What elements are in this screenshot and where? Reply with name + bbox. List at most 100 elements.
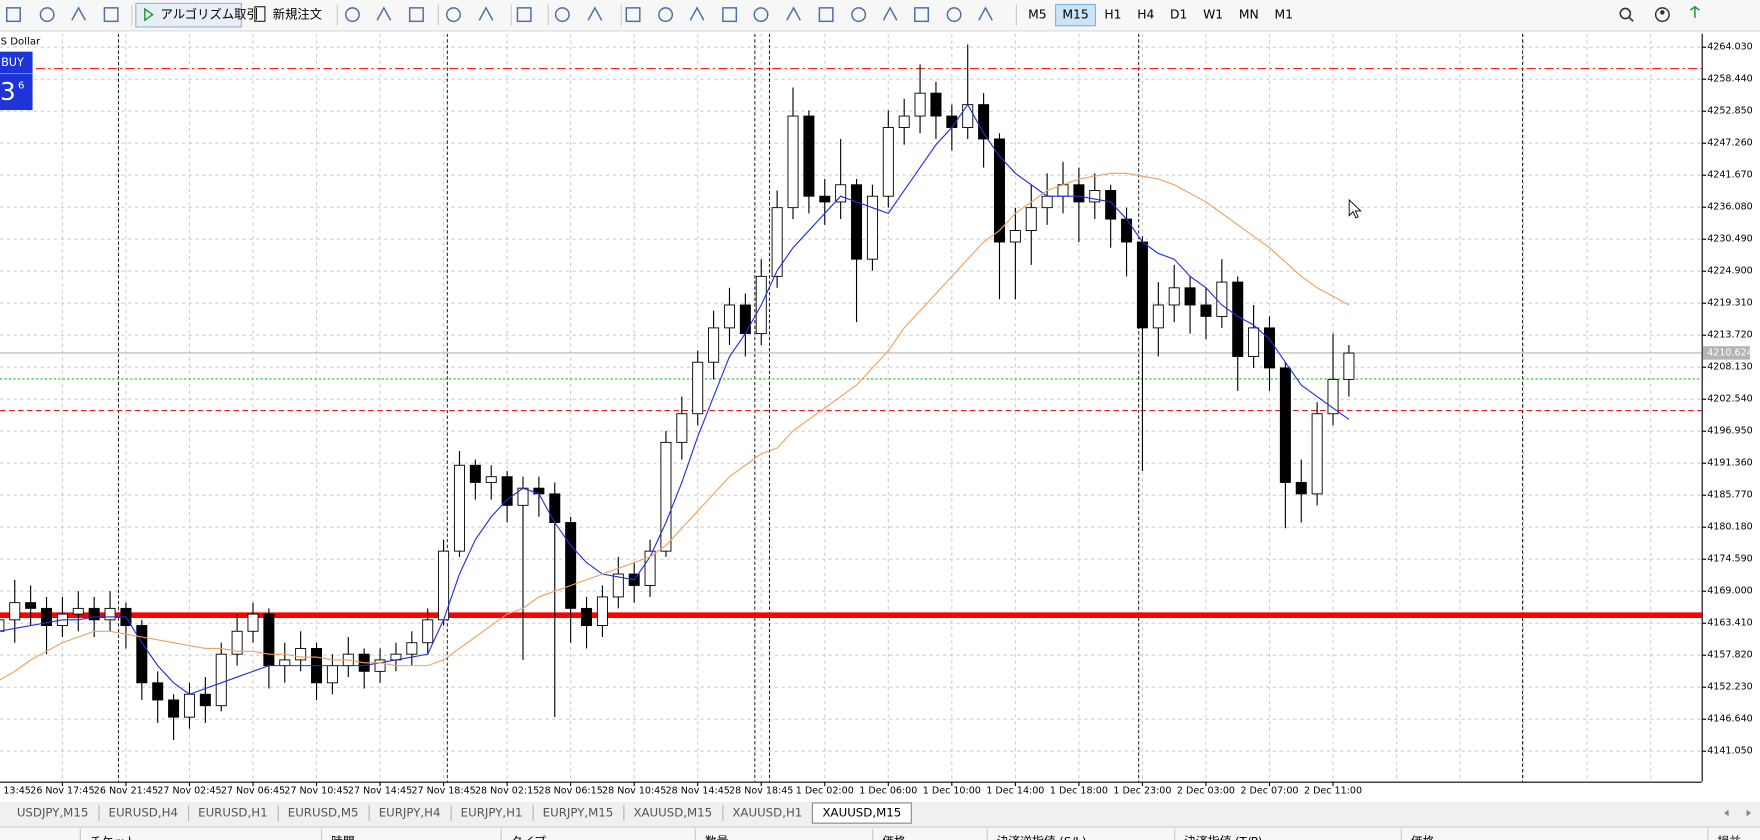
column-header: 決済逆指値 (S/L) (997, 835, 1087, 840)
tab-label[interactable]: EURUSD,H1 (198, 806, 267, 820)
y-tick-label: 4230.490 (1707, 234, 1752, 245)
candle-body (1279, 367, 1291, 483)
timeframe-button[interactable]: M5 (1028, 8, 1046, 22)
candle-body (453, 464, 465, 552)
timeframe-button[interactable]: H4 (1137, 8, 1154, 22)
timeframe-button[interactable]: MN (1239, 8, 1259, 22)
tab-label[interactable]: EURJPY,M15 (543, 806, 614, 820)
toolbar-icon[interactable] (753, 7, 769, 23)
candle-body (771, 207, 783, 277)
buy-price-big[interactable]: 3 (0, 77, 16, 106)
toolbar-icon[interactable] (516, 7, 532, 23)
toolbar-icon[interactable] (978, 6, 993, 21)
toolbar (0, 0, 1760, 31)
y-tick-label: 4157.820 (1707, 650, 1752, 661)
candle-body (279, 659, 291, 667)
toolbar-icon[interactable] (6, 7, 21, 23)
candle-body (835, 184, 847, 203)
timeframe-active-bg (1055, 3, 1096, 27)
toolbar-icon[interactable] (478, 6, 494, 21)
y-tick-label: 4252.850 (1707, 106, 1752, 117)
timeframe-button[interactable]: W1 (1203, 8, 1223, 22)
toolbar-icon[interactable] (446, 7, 461, 23)
signal-icon[interactable] (1689, 5, 1700, 18)
toolbar-icon[interactable] (946, 7, 962, 23)
trade-panel[interactable] (0, 51, 33, 111)
column-header: 価格 (882, 835, 906, 840)
y-tick-label: 4213.720 (1707, 330, 1752, 341)
toolbar-icon[interactable] (625, 7, 641, 23)
candle-body (1295, 481, 1307, 495)
search-icon[interactable] (1619, 7, 1632, 20)
buy-label[interactable]: BUY (1, 56, 24, 69)
timeframe-button[interactable]: M15 (1062, 8, 1088, 22)
toolbar-icon[interactable] (554, 7, 570, 23)
tab-label[interactable]: EURJPY,H4 (379, 806, 441, 820)
candle-body (676, 413, 688, 443)
y-tick-label: 4196.950 (1707, 426, 1752, 437)
chart-plot (0, 33, 1702, 782)
toolbar-icon[interactable] (689, 6, 705, 21)
timeframe-button[interactable]: D1 (1170, 8, 1187, 22)
tab-label[interactable]: XAUUSD,M15 (633, 806, 712, 820)
toolbar-icon[interactable] (818, 7, 834, 23)
account-icon[interactable] (1654, 7, 1670, 23)
candle-body (1089, 190, 1101, 203)
tab-label[interactable]: EURUSD,M5 (288, 806, 359, 820)
candle-body (1009, 230, 1021, 243)
toolbar-icon[interactable] (408, 7, 424, 23)
toolbar-button[interactable]: 新規注文 (273, 7, 322, 22)
tab-active[interactable] (811, 802, 912, 824)
toolbar-icon[interactable] (103, 7, 119, 23)
toolbar-icon[interactable] (722, 7, 738, 23)
candle-body (1311, 413, 1323, 495)
toolbar-icon[interactable] (882, 6, 898, 21)
tab-label[interactable]: XAUUSD,H1 (732, 806, 802, 820)
algo-button-frame[interactable] (135, 2, 242, 28)
tab-label[interactable]: EURJPY,H1 (461, 806, 523, 820)
toolbar-icon[interactable] (39, 7, 55, 23)
x-tick-label: 2 Dec 03:00 (1177, 786, 1235, 797)
y-tick-label: 4208.130 (1707, 362, 1752, 373)
candle-body (739, 304, 751, 335)
candle-body (1168, 287, 1180, 306)
current-price-label: 4210.624 (1707, 347, 1752, 358)
candle-body (72, 607, 84, 615)
toolbar-icon[interactable] (376, 6, 392, 21)
tab-label[interactable]: XAUUSD,M15 (822, 806, 901, 820)
toolbar-icon[interactable] (914, 7, 929, 23)
x-tick-label: 27 Nov 06:45 (221, 786, 285, 797)
candle-body (1152, 304, 1164, 329)
candle-body (882, 127, 894, 197)
x-tick-label: 26 Nov 21:45 (94, 786, 158, 797)
x-tick-label: 1 Dec 02:00 (796, 786, 854, 797)
candle-body (914, 92, 926, 117)
candle-body (1216, 281, 1228, 317)
toolbar-button[interactable]: アルゴリズム取引 (161, 7, 259, 22)
timeframe-button[interactable]: M1 (1274, 8, 1292, 22)
toolbar-icon[interactable] (587, 6, 603, 21)
buy-price-small[interactable]: 6 (18, 80, 24, 91)
y-tick-label: 4174.590 (1707, 554, 1752, 565)
toolbar-icon[interactable] (851, 7, 867, 23)
candle-body (708, 327, 720, 363)
toolbar-icon[interactable] (344, 7, 360, 23)
candle-body (692, 361, 704, 415)
candle-body (422, 619, 434, 644)
candle-body (1232, 281, 1244, 357)
toolbar-icon[interactable] (786, 6, 801, 21)
candle-body (930, 92, 942, 117)
x-tick-label: 1 Dec 23:00 (1113, 786, 1171, 797)
y-tick-label: 4141.050 (1707, 746, 1752, 757)
tab-label[interactable]: EURUSD,H4 (109, 806, 178, 820)
toolbar-icon[interactable] (71, 6, 86, 21)
timeframe-button[interactable]: H1 (1104, 8, 1121, 22)
search-icon-handle (1628, 16, 1634, 22)
algo-icon (144, 7, 154, 22)
y-tick-label: 4152.230 (1707, 682, 1752, 693)
tab-label[interactable]: USDJPY,M15 (17, 806, 88, 820)
toolbar-icon[interactable] (658, 7, 674, 23)
candle-body (183, 693, 195, 718)
terminal-header (0, 826, 1760, 840)
